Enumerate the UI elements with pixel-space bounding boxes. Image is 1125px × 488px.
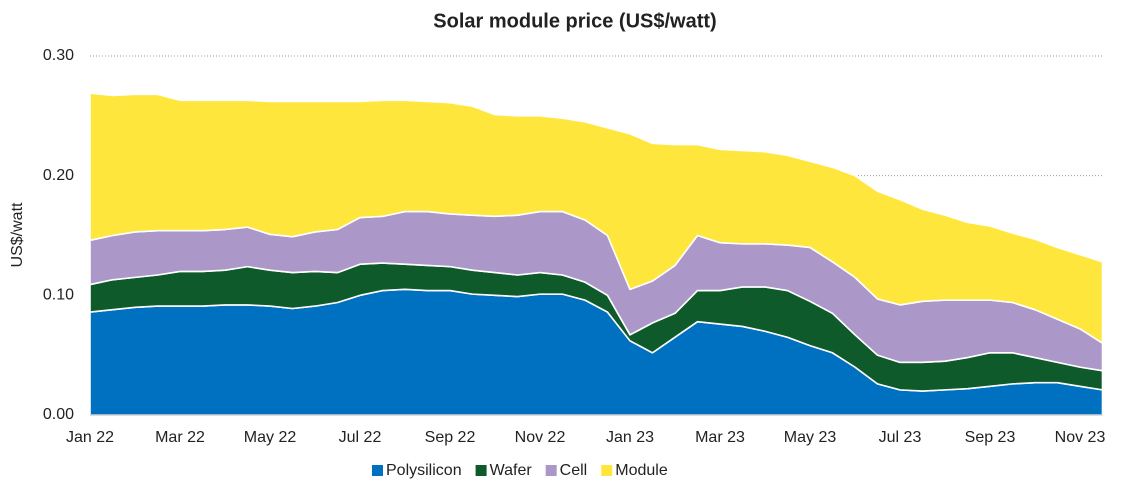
x-tick-label: Jan 22	[66, 429, 114, 446]
legend-label: Wafer	[490, 462, 533, 479]
x-tick-label: Mar 23	[695, 429, 745, 446]
x-tick-label: May 22	[244, 429, 297, 446]
legend-label: Cell	[560, 462, 588, 479]
area	[89, 92, 1104, 345]
x-tick-label: May 23	[784, 429, 837, 446]
x-tick-label: Sep 22	[425, 429, 476, 446]
x-tick-label: Nov 23	[1055, 429, 1106, 446]
x-tick-label: Jan 23	[606, 429, 654, 446]
y-axis-label: US$/watt	[9, 202, 26, 267]
legend-label: Module	[615, 462, 668, 479]
x-tick-label: Nov 22	[515, 429, 566, 446]
x-tick-label: Jul 22	[339, 429, 382, 446]
legend-swatch	[601, 465, 613, 476]
legend: Polysilicon Wafer Cell Module	[372, 462, 668, 479]
chart-title: Solar module price (US$/watt)	[433, 10, 716, 32]
y-tick-label: 0.20	[43, 167, 74, 184]
legend-swatch	[475, 465, 487, 476]
legend-label: Polysilicon	[386, 462, 462, 479]
y-tick-label: 0.10	[43, 287, 74, 304]
x-tick-label: Mar 22	[155, 429, 205, 446]
x-tick-label: Jul 23	[879, 429, 922, 446]
legend-swatch	[545, 465, 557, 476]
x-tick-label: Sep 23	[965, 429, 1016, 446]
y-tick-label: 0.30	[43, 47, 74, 64]
y-tick-label: 0.00	[43, 406, 74, 423]
legend-swatch	[372, 465, 383, 476]
